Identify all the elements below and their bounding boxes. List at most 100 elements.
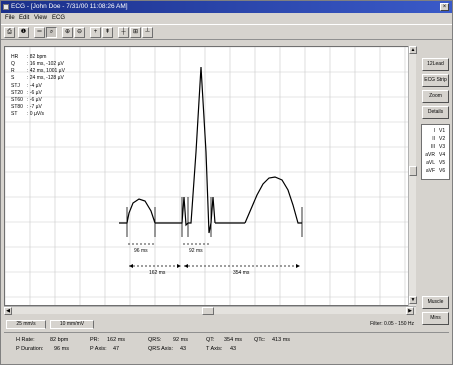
status-paxis-label: P Axis: (90, 346, 107, 352)
ecg-graph[interactable]: HR : 82 bpm Q : 16 ms, -102 µV R : 42 ms… (4, 46, 416, 306)
window-title: ECG - [John Doe - 7/31/00 11:08:26 AM] (11, 3, 128, 10)
measure-line-button[interactable]: ═ (34, 27, 45, 38)
meas-value-stj: : -4 µV (27, 83, 42, 89)
status-qt-value: 354 ms (224, 337, 243, 343)
status-qrs-value: 92 ms (173, 337, 188, 343)
zoom-button[interactable]: Zoom (422, 90, 449, 103)
status-pduration-label: P Duration: (16, 346, 44, 352)
meas-label-r: R (11, 68, 15, 74)
ecg-trace (119, 66, 302, 234)
lead-v1[interactable]: V1 (439, 128, 446, 134)
options-button[interactable]: ❶ (18, 27, 29, 38)
grid-button[interactable]: ┼ (118, 27, 129, 38)
meas-label-st: ST (11, 111, 17, 117)
status-pr-value: 162 ms (107, 337, 126, 343)
toolbar: ⎙ ❶ ═ ⌕ ⊕ ⊖ + ⇞ ┼ ⊞ ┴ (1, 24, 452, 40)
lead-row[interactable]: III V3 (423, 143, 450, 151)
lead-v3[interactable]: V3 (439, 144, 446, 150)
marker-lines (126, 197, 303, 237)
vertical-scrollbar[interactable]: ▲ ▼ (408, 46, 417, 306)
pr-arrow-right-head (177, 264, 181, 268)
close-icon[interactable]: × (440, 3, 449, 11)
lead-row[interactable]: aVR V4 (423, 151, 450, 159)
measurement-panel: HR : 82 bpm Q : 16 ms, -102 µV R : 42 ms… (11, 54, 66, 117)
status-taxis-label: T Axis: (206, 346, 223, 352)
muscle-button[interactable]: Muscle (422, 296, 449, 309)
lead-ii[interactable]: II (432, 136, 435, 142)
lead-v6[interactable]: V6 (439, 168, 446, 174)
add-marker-button[interactable]: + (90, 27, 101, 38)
print-button[interactable]: ⎙ (4, 27, 15, 38)
interval-arrowheads (129, 264, 300, 268)
horizontal-scroll-thumb[interactable] (202, 307, 214, 315)
scroll-right-icon[interactable]: ▶ (406, 307, 414, 315)
twelve-lead-button[interactable]: 12Lead (422, 58, 449, 71)
vertical-scroll-thumb[interactable] (409, 166, 417, 176)
status-taxis-value: 43 (230, 346, 237, 352)
lead-avf[interactable]: aVF (425, 168, 435, 174)
ecg-grid (5, 47, 409, 305)
pr-interval-label: 162 ms (149, 270, 166, 276)
add-marker-alt-button[interactable]: ⇞ (102, 27, 113, 38)
status-qt-label: QT: (206, 337, 215, 343)
scroll-down-icon[interactable]: ▼ (409, 296, 417, 304)
menu-view[interactable]: View (34, 15, 47, 21)
details-button[interactable]: Details (422, 106, 449, 119)
interval-arrows (128, 243, 300, 267)
lead-row[interactable]: I V1 (423, 127, 450, 135)
zoom-select-button[interactable]: ⌕ (46, 27, 57, 38)
menu-file[interactable]: File (5, 15, 15, 21)
tab-gain[interactable]: 10 mm/mV (50, 320, 94, 329)
menu-edit[interactable]: Edit (19, 15, 30, 21)
meas-value-hr: : 82 bpm (27, 54, 46, 60)
lead-row[interactable]: II V2 (423, 135, 450, 143)
status-bar: H Rate: 82 bpm PR: 162 ms QRS: 92 ms QT:… (4, 332, 449, 362)
status-qtc-label: QTc: (254, 337, 266, 343)
meas-value-s: : 24 ms, -128 µV (27, 75, 64, 81)
scroll-up-icon[interactable]: ▲ (409, 46, 417, 54)
baseline-button[interactable]: ┴ (142, 27, 153, 38)
meas-label-st60: ST60 (11, 97, 23, 103)
status-pr-label: PR: (90, 337, 100, 343)
lead-v4[interactable]: V4 (439, 152, 446, 158)
tabs-bar: 25 mm/s 10 mm/mV Filter: 0.05 - 150 Hz (4, 319, 416, 329)
meas-label-st20: ST20 (11, 90, 23, 96)
tab-speed[interactable]: 25 mm/s (6, 320, 46, 329)
meas-value-st80: : -7 µV (27, 104, 42, 110)
lead-v5[interactable]: V5 (439, 160, 446, 166)
menu-bar: File Edit View ECG (1, 13, 452, 24)
meas-label-hr: HR (11, 54, 19, 60)
meas-value-st: : 0 µV/s (27, 111, 45, 117)
lead-iii[interactable]: III (430, 144, 435, 150)
ecg-strip-button[interactable]: ECG Strip (422, 74, 449, 87)
lead-v2[interactable]: V2 (439, 136, 446, 142)
p-wave (119, 198, 156, 224)
qt-interval-label: 354 ms (233, 270, 250, 276)
horizontal-scrollbar[interactable]: ◀ ▶ (4, 306, 416, 315)
side-panel: 12Lead ECG Strip Zoom Details I V1 II V2… (419, 46, 451, 329)
meas-value-st20: : -6 µV (27, 90, 42, 96)
status-paxis-value: 47 (113, 346, 120, 352)
scroll-left-icon[interactable]: ◀ (4, 307, 12, 315)
pr-arrow-left-head (129, 264, 133, 268)
meas-label-stj: STJ (11, 83, 20, 89)
lead-avl[interactable]: aVL (426, 160, 435, 166)
meas-label-q: Q (11, 61, 15, 67)
lead-row[interactable]: aVF V6 (423, 167, 450, 175)
zoom-out-button[interactable]: ⊖ (74, 27, 85, 38)
lead-row[interactable]: aVL V5 (423, 159, 450, 167)
qrs-duration-label: 92 ms (189, 248, 203, 254)
meas-label-s: S (11, 75, 15, 81)
meas-value-q: : 16 ms, -102 µV (27, 61, 64, 67)
zoom-in-button[interactable]: ⊕ (62, 27, 73, 38)
layout-button[interactable]: ⊞ (130, 27, 141, 38)
qrs-complex (180, 66, 216, 234)
status-hrate-value: 82 bpm (50, 337, 69, 343)
lead-avr[interactable]: aVR (425, 152, 435, 158)
qt-arrow-right-head (296, 264, 300, 268)
mins-button[interactable]: Mins (422, 312, 449, 325)
title-bar: ECG - [John Doe - 7/31/00 11:08:26 AM] × (1, 1, 452, 13)
lead-i[interactable]: I (433, 128, 435, 134)
menu-ecg[interactable]: ECG (52, 15, 66, 21)
